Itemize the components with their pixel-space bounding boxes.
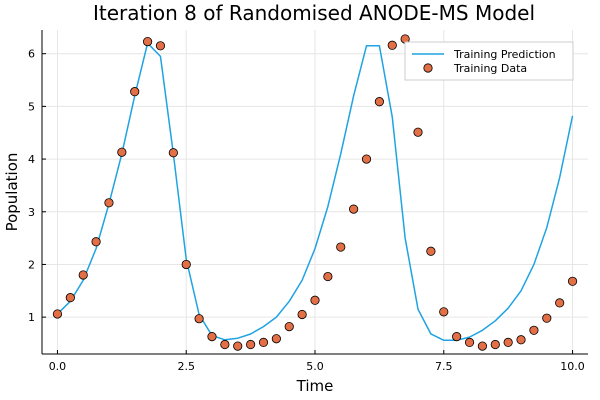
y-tick-label: 4 (28, 153, 35, 166)
x-tick-label: 10.0 (560, 360, 585, 373)
data-point (181, 259, 191, 270)
legend-box (404, 41, 574, 81)
x-tick-label: 7.5 (435, 360, 453, 373)
data-point (503, 337, 513, 348)
x-ticks: 0.0 2.5 5.0 7.5 10.0 (49, 350, 585, 373)
series (52, 34, 578, 351)
data-point (426, 246, 436, 256)
data-point (91, 237, 101, 247)
legend: Training Prediction Training Data (404, 41, 574, 81)
data-point (233, 341, 243, 351)
data-point (246, 339, 256, 350)
data-point (477, 341, 488, 351)
grid (42, 30, 588, 354)
y-axis-label: Population (3, 153, 21, 232)
data-point (168, 148, 178, 158)
y-tick-label: 2 (28, 258, 35, 271)
data-point (194, 314, 204, 324)
chart-title: Iteration 8 of Randomised ANODE-MS Model (93, 1, 535, 25)
data-point (104, 198, 114, 208)
data-point (297, 309, 307, 320)
legend-marker-symbol (423, 63, 433, 73)
data-point (336, 242, 346, 252)
data-point (130, 87, 140, 97)
data-point (464, 337, 475, 348)
data-point (516, 335, 526, 345)
legend-label-data: Training Data (453, 62, 527, 75)
data-point (310, 295, 320, 305)
data-point (207, 332, 217, 342)
y-tick-label: 1 (28, 311, 35, 324)
data-point (555, 298, 565, 308)
data-point (323, 271, 333, 282)
data-point (155, 41, 166, 51)
y-tick-label: 6 (28, 48, 35, 61)
data-point (78, 270, 88, 280)
x-tick-label: 5.0 (306, 360, 324, 373)
data-point (258, 337, 269, 348)
data-point (413, 127, 423, 137)
data-point (361, 154, 372, 164)
data-point (220, 339, 230, 350)
x-tick-label: 0.0 (49, 360, 67, 373)
data-point (452, 332, 462, 342)
prediction-line (56, 42, 574, 342)
data-point (374, 97, 384, 107)
data-point (142, 36, 153, 47)
data-point (567, 276, 578, 286)
data-point (284, 322, 294, 332)
y-tick-label: 3 (28, 206, 35, 219)
x-tick-label: 2.5 (177, 360, 195, 373)
data-point (542, 313, 552, 323)
data-point (387, 40, 397, 50)
data-point (490, 339, 500, 350)
data-point (529, 325, 539, 335)
y-ticks: 1 2 3 4 5 6 (28, 48, 46, 324)
legend-label-prediction: Training Prediction (453, 48, 556, 61)
data-point (439, 307, 449, 317)
data-point (271, 334, 281, 344)
data-point (349, 204, 359, 214)
data-point (117, 147, 127, 157)
data-point (52, 309, 63, 319)
data-point (65, 293, 75, 303)
x-axis-label: Time (296, 377, 334, 395)
y-tick-label: 5 (28, 100, 35, 113)
